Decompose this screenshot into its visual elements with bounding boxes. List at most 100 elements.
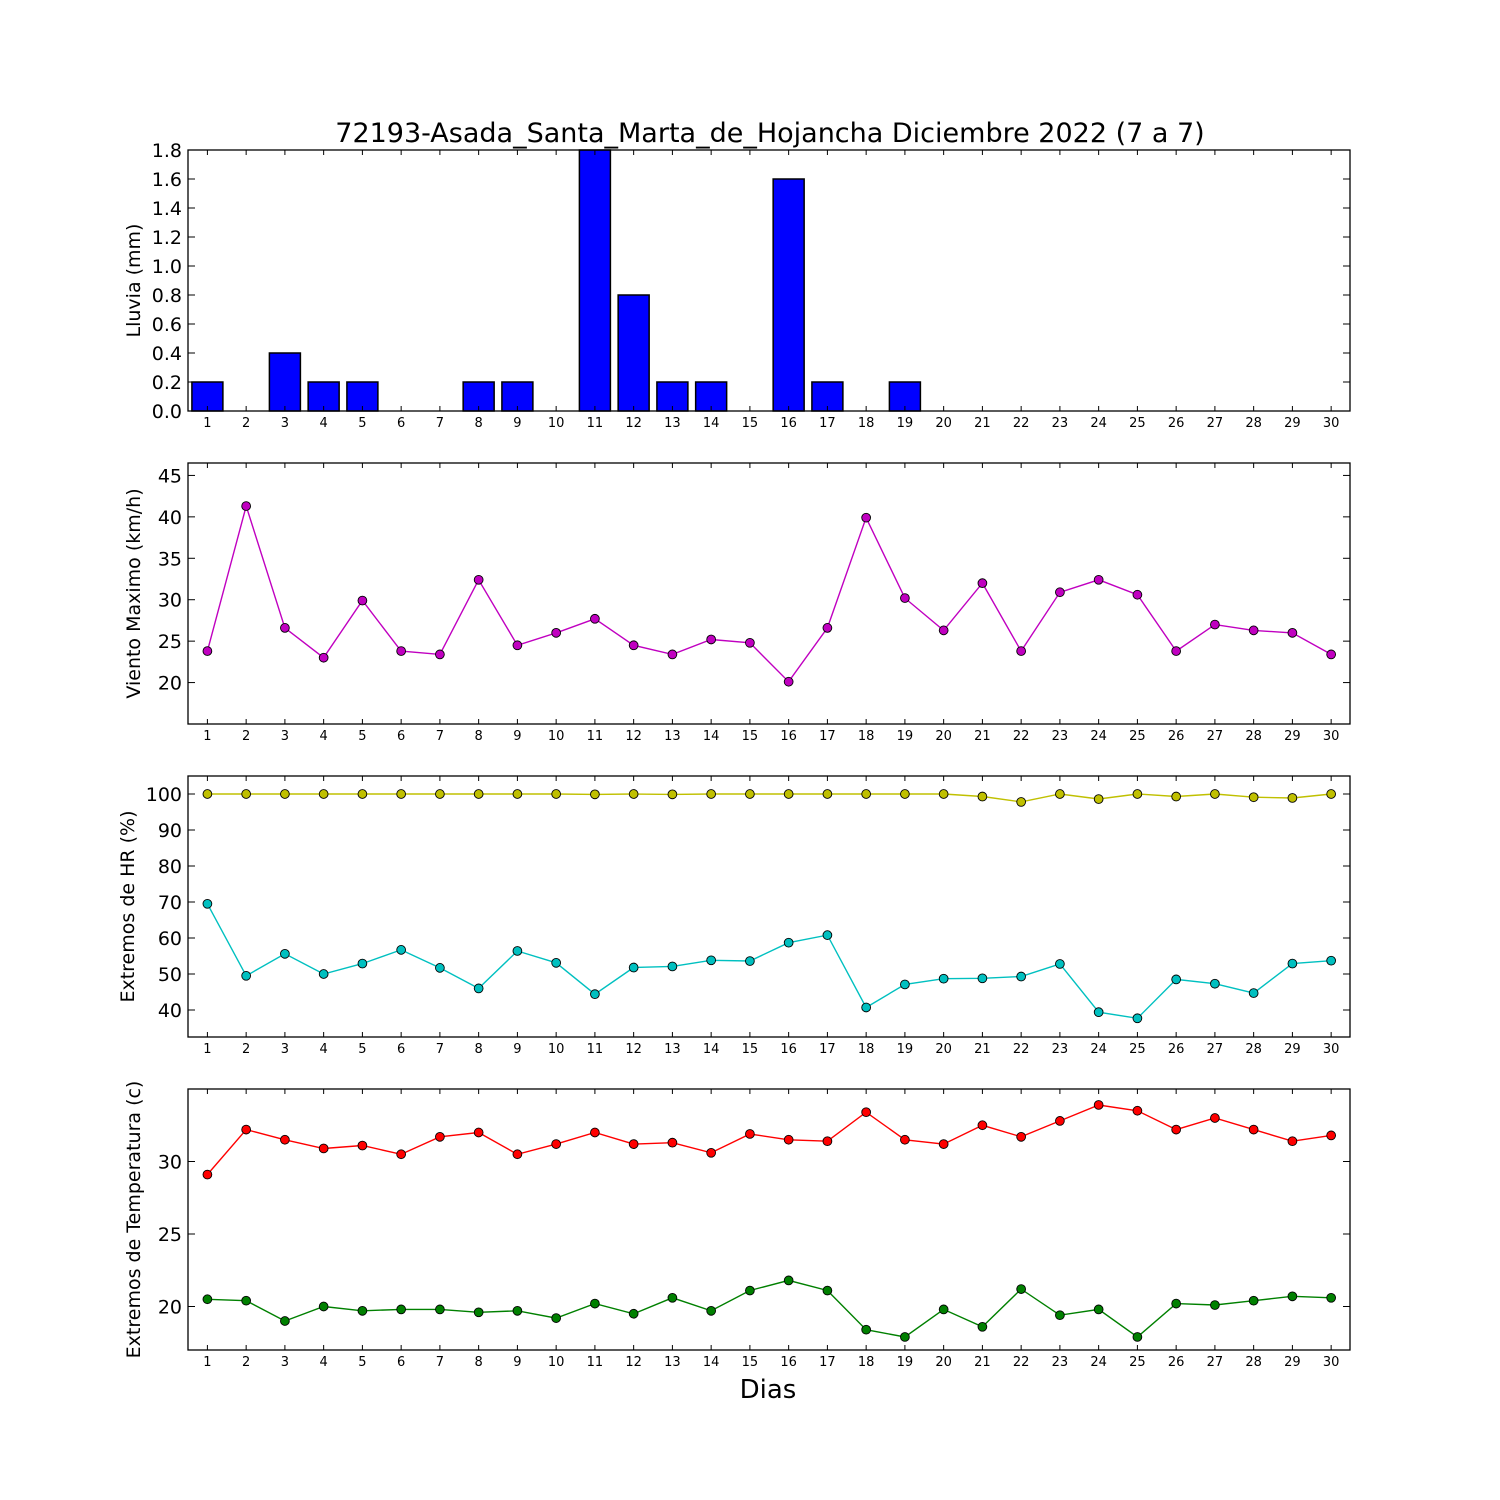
data-point: [861, 789, 872, 799]
data-point: [861, 1107, 872, 1118]
x-tick-label: 13: [664, 729, 681, 744]
x-tick-label: 29: [1284, 1355, 1301, 1370]
data-point: [396, 945, 407, 955]
plot-area: [188, 1089, 1350, 1350]
data-point: [1326, 1130, 1337, 1141]
data-point: [1132, 589, 1143, 600]
data-point: [977, 1120, 988, 1131]
x-tick-label: 15: [742, 416, 759, 431]
data-point: [745, 956, 755, 966]
data-point: [1055, 959, 1065, 969]
data-point: [1287, 1136, 1298, 1147]
series-line: [206, 503, 1332, 683]
x-tick-label: 27: [1207, 729, 1224, 744]
data-point: [861, 1324, 872, 1335]
x-tick-label: 23: [1052, 416, 1069, 431]
data-point: [822, 930, 833, 940]
rain-bar: [578, 149, 612, 412]
x-tick-label: 3: [281, 1355, 289, 1370]
x-tick-label: 19: [897, 1042, 914, 1057]
y-axis-label: Viento Maximo (km/h): [123, 488, 145, 698]
data-point: [318, 1143, 329, 1154]
x-tick-label: 4: [320, 1355, 328, 1370]
y-tick-label: 30: [158, 590, 182, 612]
x-tick-label: 21: [974, 1042, 991, 1057]
data-point: [1287, 793, 1298, 803]
data-point: [396, 1304, 407, 1315]
y-axis-label: Extremos de HR (%): [117, 810, 139, 1002]
x-tick-label: 10: [548, 729, 565, 744]
data-point: [241, 1295, 252, 1306]
data-point: [667, 961, 678, 972]
data-point: [280, 948, 290, 959]
series-line: [206, 1104, 1332, 1175]
data-point: [512, 1149, 523, 1160]
data-point: [706, 1305, 717, 1316]
data-point: [1287, 628, 1298, 638]
data-point: [628, 962, 639, 973]
data-point: [1326, 1292, 1337, 1303]
data-point: [551, 1313, 562, 1323]
data-point: [202, 898, 213, 909]
x-tick-label: 16: [780, 1042, 797, 1057]
x-tick-label: 8: [475, 1042, 483, 1057]
figure-title: 72193-Asada_Santa_Marta_de_Hojancha Dici…: [335, 118, 1204, 149]
axes-frame: [187, 462, 1351, 725]
y-tick-label: 90: [158, 820, 182, 842]
axes-frame: [187, 1088, 1351, 1351]
data-point: [357, 1305, 368, 1316]
data-point: [783, 1134, 794, 1145]
x-tick-label: 7: [436, 1042, 444, 1057]
x-tick-label: 28: [1245, 1042, 1262, 1057]
data-point: [590, 1298, 600, 1309]
x-tick-label: 22: [1013, 416, 1030, 431]
data-point: [1326, 649, 1337, 660]
x-tick-label: 25: [1129, 1355, 1146, 1370]
x-tick-label: 27: [1207, 416, 1224, 431]
data-point: [1171, 1124, 1182, 1135]
data-point: [1016, 797, 1027, 807]
data-point: [822, 623, 833, 633]
data-point: [202, 789, 213, 799]
panel-3: 1 2 3 4 5 6 7 8 9 10 11 12 13 14 15 16 17 18 19 20 21 22 23 24 2…: [117, 775, 1351, 1057]
data-point: [280, 1134, 290, 1145]
data-point: [900, 1134, 910, 1145]
data-point: [938, 1139, 949, 1149]
y-tick-label: 0.8: [152, 285, 182, 307]
y-tick-label: 1.6: [152, 169, 182, 191]
x-tick-label: 15: [742, 1042, 759, 1057]
x-tick-label: 18: [858, 729, 875, 744]
data-point: [357, 595, 368, 606]
x-tick-label: 8: [475, 1355, 483, 1370]
data-point: [357, 1140, 368, 1151]
y-tick-label: 35: [158, 548, 182, 570]
data-point: [1248, 988, 1259, 998]
x-tick-label: 25: [1129, 729, 1146, 744]
data-point: [938, 625, 949, 636]
data-point: [745, 637, 755, 648]
y-tick-label: 25: [158, 631, 182, 653]
x-tick-label: 11: [587, 1042, 604, 1057]
data-point: [280, 1316, 290, 1326]
data-point: [1016, 646, 1027, 656]
data-point: [1132, 1013, 1143, 1024]
x-tick-label: 21: [974, 416, 991, 431]
x-tick-label: 12: [625, 416, 642, 431]
data-point: [1287, 1291, 1298, 1302]
data-point: [977, 791, 988, 802]
x-tick-label: 6: [397, 729, 405, 744]
axes-frame: [187, 775, 1351, 1038]
y-tick-label: 1.2: [152, 227, 182, 249]
y-tick-label: 30: [158, 1152, 182, 1174]
x-tick-label: 19: [897, 1355, 914, 1370]
panel-1: 1 2 3 4 5 6 7 8 9 10 11 12 13 14 15 16 17 18 19 20 21 22 23 24 2…: [123, 140, 1351, 431]
x-tick-label: 13: [664, 1355, 681, 1370]
y-tick-label: 20: [158, 1297, 182, 1319]
x-tick-label: 13: [664, 1042, 681, 1057]
x-tick-label: 2: [242, 1355, 250, 1370]
y-axis-label: Extremos de Temperatura (c): [123, 1081, 145, 1359]
x-tick-label: 17: [819, 1355, 836, 1370]
x-tick-label: 30: [1323, 729, 1340, 744]
data-point: [1055, 1310, 1065, 1321]
data-point: [977, 973, 988, 984]
